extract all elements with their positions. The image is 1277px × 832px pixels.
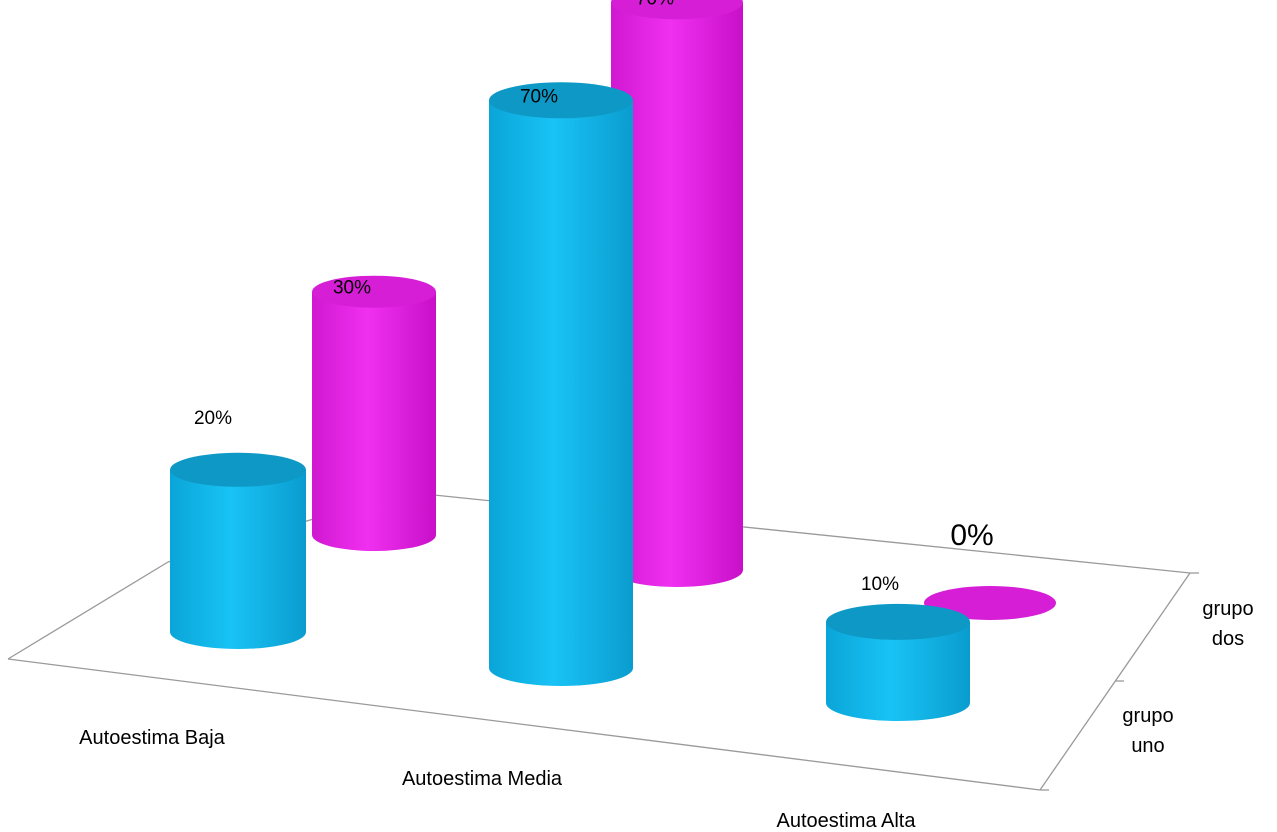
data-label: 10% <box>861 574 899 595</box>
data-label: 20% <box>194 408 232 429</box>
bar-top <box>924 586 1056 620</box>
category-label: Autoestima Media <box>402 768 563 790</box>
bar <box>924 586 1056 620</box>
bar-body <box>312 291 436 551</box>
series-label-line: dos <box>1212 628 1244 650</box>
bar <box>312 275 436 551</box>
series-label-line: grupo <box>1202 598 1253 620</box>
bars: 30% 70% 0% 20% 70% 10% <box>170 0 1056 721</box>
data-label: 70% <box>520 86 558 107</box>
bar-body <box>611 2 743 588</box>
data-label: 30% <box>333 278 371 299</box>
series-axis-labels: grupo uno grupo dos <box>1122 598 1253 757</box>
series-label-line: uno <box>1131 735 1164 757</box>
bar <box>826 603 970 721</box>
category-labels: Autoestima Baja Autoestima Media Autoest… <box>79 727 916 832</box>
category-label: Autoestima Baja <box>79 727 226 749</box>
category-label: Autoestima Alta <box>777 810 917 832</box>
bar-top <box>312 275 436 308</box>
bar-top <box>826 603 970 640</box>
series-label-line: grupo <box>1122 705 1173 727</box>
bar-body <box>489 100 633 687</box>
floor-left-edge <box>7 561 169 660</box>
bar <box>611 0 743 588</box>
floor-front-edge <box>7 658 1041 791</box>
data-label: 70% <box>636 0 674 9</box>
bar-top <box>489 82 633 119</box>
bar-top <box>611 0 743 20</box>
data-label: 0% <box>950 519 993 552</box>
bar <box>489 82 633 687</box>
bar-top <box>170 452 306 487</box>
bar-body <box>826 621 970 721</box>
bar <box>170 452 306 649</box>
bar-body <box>170 469 306 649</box>
